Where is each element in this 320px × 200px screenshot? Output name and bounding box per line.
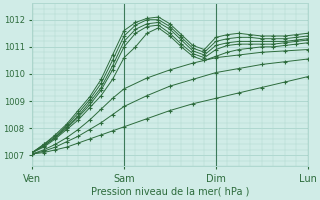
X-axis label: Pression niveau de la mer( hPa ): Pression niveau de la mer( hPa ) [91,187,249,197]
